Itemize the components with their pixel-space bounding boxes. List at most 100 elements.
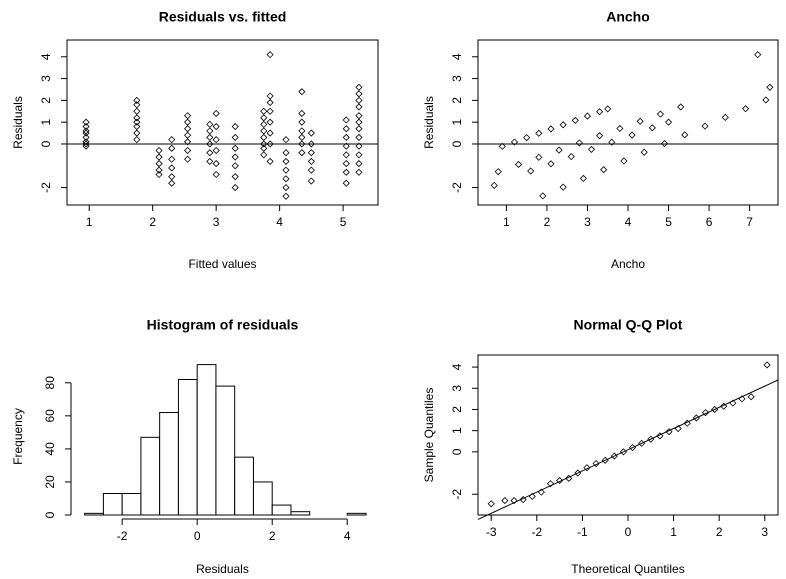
point <box>596 132 604 140</box>
point <box>701 122 709 130</box>
qq-line <box>477 379 779 520</box>
point <box>490 181 498 189</box>
point <box>231 173 239 181</box>
point <box>754 51 762 59</box>
x-tick-label: -3 <box>486 525 497 539</box>
plot-box <box>477 39 779 206</box>
y-tick-label: -2 <box>450 182 464 193</box>
point <box>298 118 306 126</box>
point <box>168 144 176 152</box>
point <box>307 129 315 137</box>
bar <box>271 504 292 516</box>
x-tick-label: 2 <box>716 525 723 539</box>
point <box>721 113 729 121</box>
y-tick-label: 4 <box>39 53 53 60</box>
point <box>266 98 274 107</box>
point <box>168 164 176 172</box>
point <box>514 160 523 169</box>
point <box>82 118 90 126</box>
point <box>133 118 141 126</box>
x-tick-label: 1 <box>86 215 93 229</box>
point <box>212 109 220 118</box>
point <box>184 112 192 120</box>
point <box>601 456 609 464</box>
point <box>583 464 591 472</box>
x-tick-label: 4 <box>276 215 283 229</box>
point <box>355 118 363 126</box>
point <box>82 133 90 141</box>
point <box>266 157 274 165</box>
bar <box>102 493 123 516</box>
point <box>342 179 350 187</box>
y-tick-label: 2 <box>450 406 464 413</box>
point <box>355 142 363 150</box>
point <box>742 105 750 113</box>
point <box>648 124 656 132</box>
point <box>82 140 90 148</box>
point <box>628 131 636 139</box>
point <box>206 149 214 157</box>
y-tick-label: 80 <box>43 376 57 390</box>
chart-title: Ancho <box>606 9 650 25</box>
x-tick-label: 3 <box>761 525 768 539</box>
point <box>747 393 755 401</box>
point <box>342 142 350 150</box>
point <box>523 134 531 142</box>
y-tick-label: 60 <box>43 409 57 423</box>
x-tick-label: 4 <box>344 529 351 543</box>
point <box>82 127 90 135</box>
point <box>266 107 274 115</box>
point <box>355 96 363 104</box>
x-tick-label: 7 <box>746 215 753 229</box>
point <box>342 160 350 168</box>
point <box>206 127 214 135</box>
point <box>298 109 306 118</box>
point <box>282 136 290 144</box>
bar <box>177 378 198 516</box>
point <box>720 402 728 410</box>
point <box>133 114 141 122</box>
point <box>494 168 502 176</box>
x-tick-label: 3 <box>213 215 220 229</box>
point <box>212 160 220 168</box>
point <box>487 500 495 508</box>
y-tick-label: 4 <box>450 363 464 370</box>
x-tick-label: 3 <box>584 215 591 229</box>
point <box>155 153 163 161</box>
point <box>307 177 315 185</box>
point <box>282 175 290 183</box>
x-tick-label: 5 <box>340 215 347 229</box>
point <box>266 140 274 148</box>
y-tick-label: 1 <box>450 119 464 126</box>
y-tick-label: 1 <box>450 427 464 434</box>
point <box>355 125 363 133</box>
bar <box>346 512 367 516</box>
point <box>681 131 689 139</box>
point <box>260 114 268 122</box>
point <box>527 167 535 175</box>
point <box>583 112 592 120</box>
point <box>260 133 268 141</box>
point <box>498 142 506 150</box>
y-tick-label: 40 <box>43 442 57 456</box>
x-tick-label: -2 <box>531 525 542 539</box>
point <box>656 110 664 118</box>
point <box>600 166 608 174</box>
point <box>677 103 685 111</box>
y-tick-label: 1 <box>39 119 53 126</box>
point <box>355 133 363 141</box>
bar <box>159 412 179 516</box>
point <box>155 146 163 155</box>
point <box>231 133 239 141</box>
point <box>155 160 163 168</box>
point <box>701 409 710 417</box>
point <box>307 149 315 157</box>
x-axis-label: Fitted values <box>188 257 256 271</box>
point <box>660 139 669 148</box>
y-axis-label: Sample Quantiles <box>422 388 436 483</box>
point <box>620 157 628 165</box>
point <box>559 183 567 191</box>
y-tick-label: 0 <box>450 140 464 147</box>
y-tick-label: -2 <box>450 489 464 500</box>
x-tick-label: 1 <box>503 215 510 229</box>
